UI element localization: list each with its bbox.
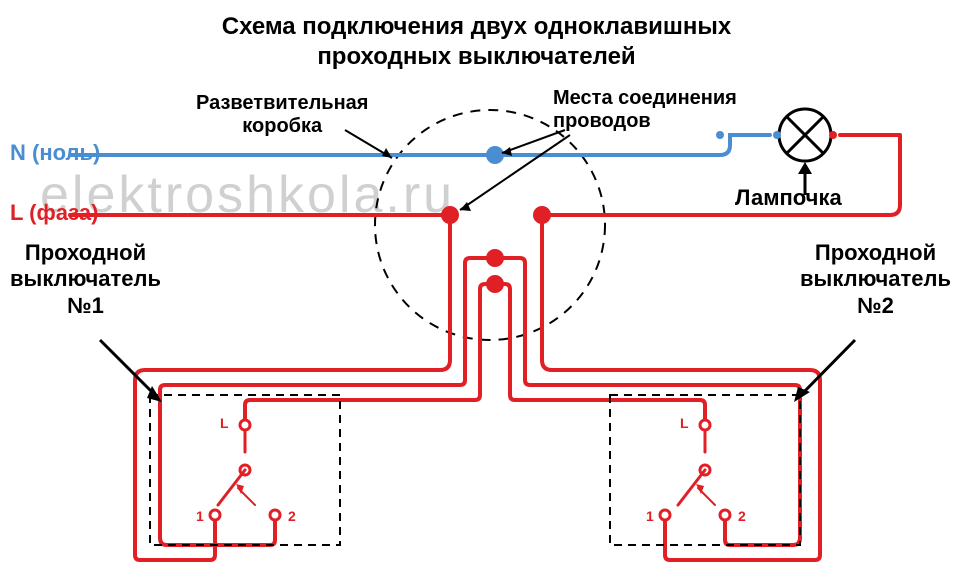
sw2-1-label: 1 (646, 508, 654, 524)
neutral-label: N (ноль) (10, 140, 100, 166)
junction-box-label: Разветвительная коробка (196, 92, 368, 138)
switch2-label: Проходной выключатель №2 (800, 240, 951, 319)
joints-label: Места соединения проводов (553, 87, 737, 133)
sw1-2-label: 2 (288, 508, 296, 524)
line-label: L (фаза) (10, 200, 98, 226)
sw2-2-label: 2 (738, 508, 746, 524)
sw1-L-label: L (220, 415, 229, 431)
lamp-label: Лампочка (735, 185, 842, 211)
sw2-L-label: L (680, 415, 689, 431)
switch1-label: Проходной выключатель №1 (10, 240, 161, 319)
sw1-1-label: 1 (196, 508, 204, 524)
